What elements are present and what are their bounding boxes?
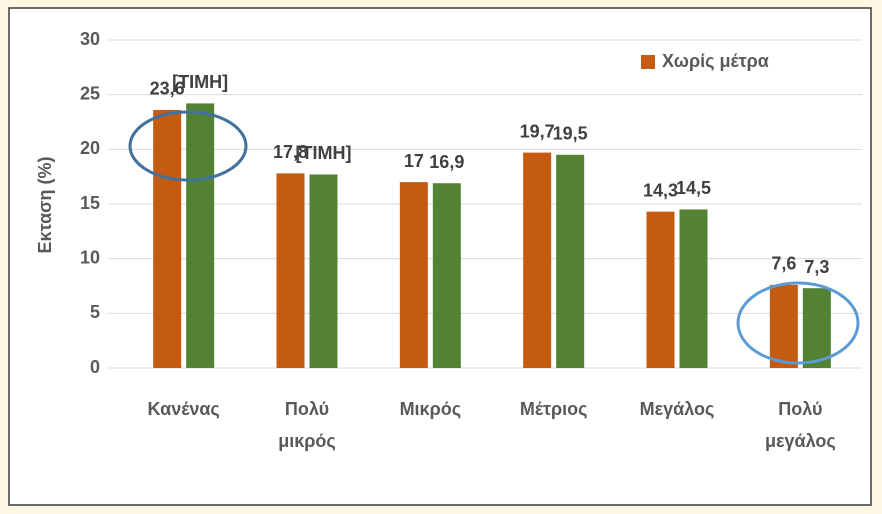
data-label: 19,7 — [520, 121, 555, 141]
data-label: 7,3 — [804, 257, 829, 277]
y-tick-label: 30 — [80, 29, 100, 49]
data-label: 16,9 — [429, 152, 464, 172]
y-tick-label: 25 — [80, 83, 100, 103]
highlight-ellipse — [736, 281, 860, 365]
y-tick-label: 10 — [80, 247, 100, 267]
bar — [432, 183, 461, 368]
y-tick-label: 0 — [90, 357, 100, 377]
legend-swatch — [641, 55, 655, 69]
bar — [276, 173, 305, 368]
x-tick-label: Μέτριος — [520, 399, 588, 419]
data-label: [ΤΙΜΗ] — [172, 72, 228, 92]
x-tick-label: Πολύ μεγάλος — [765, 399, 836, 451]
bar — [399, 182, 428, 368]
highlight-ellipse — [128, 110, 248, 182]
bar — [802, 288, 831, 368]
bar — [309, 174, 338, 368]
x-tick-label: Πολύ μικρός — [278, 399, 336, 451]
x-tick-label: Μικρός — [400, 399, 462, 419]
data-label: 17,8 — [273, 142, 308, 162]
legend-label: Χωρίς μέτρα — [662, 51, 769, 71]
y-tick-label: 5 — [90, 302, 100, 322]
y-axis-title: Εκταση (%) — [35, 157, 55, 254]
y-tick-label: 15 — [80, 193, 100, 213]
data-label: 17 — [404, 151, 424, 171]
bar — [679, 209, 708, 368]
x-tick-label: Κανένας — [148, 399, 220, 419]
bar — [646, 211, 675, 368]
bar — [523, 152, 552, 368]
x-tick-label: Μεγάλος — [640, 399, 715, 419]
data-label: 19,5 — [553, 124, 588, 144]
bar — [769, 284, 798, 368]
data-label: [ΤΙΜΗ] — [296, 143, 352, 163]
bar — [153, 109, 182, 369]
data-label: 14,5 — [676, 178, 711, 198]
bar — [186, 103, 215, 368]
bar — [556, 154, 585, 368]
y-tick-label: 20 — [80, 138, 100, 158]
data-label: 14,3 — [643, 180, 678, 200]
data-label: 7,6 — [771, 254, 796, 274]
data-label: 23,6 — [150, 79, 185, 99]
